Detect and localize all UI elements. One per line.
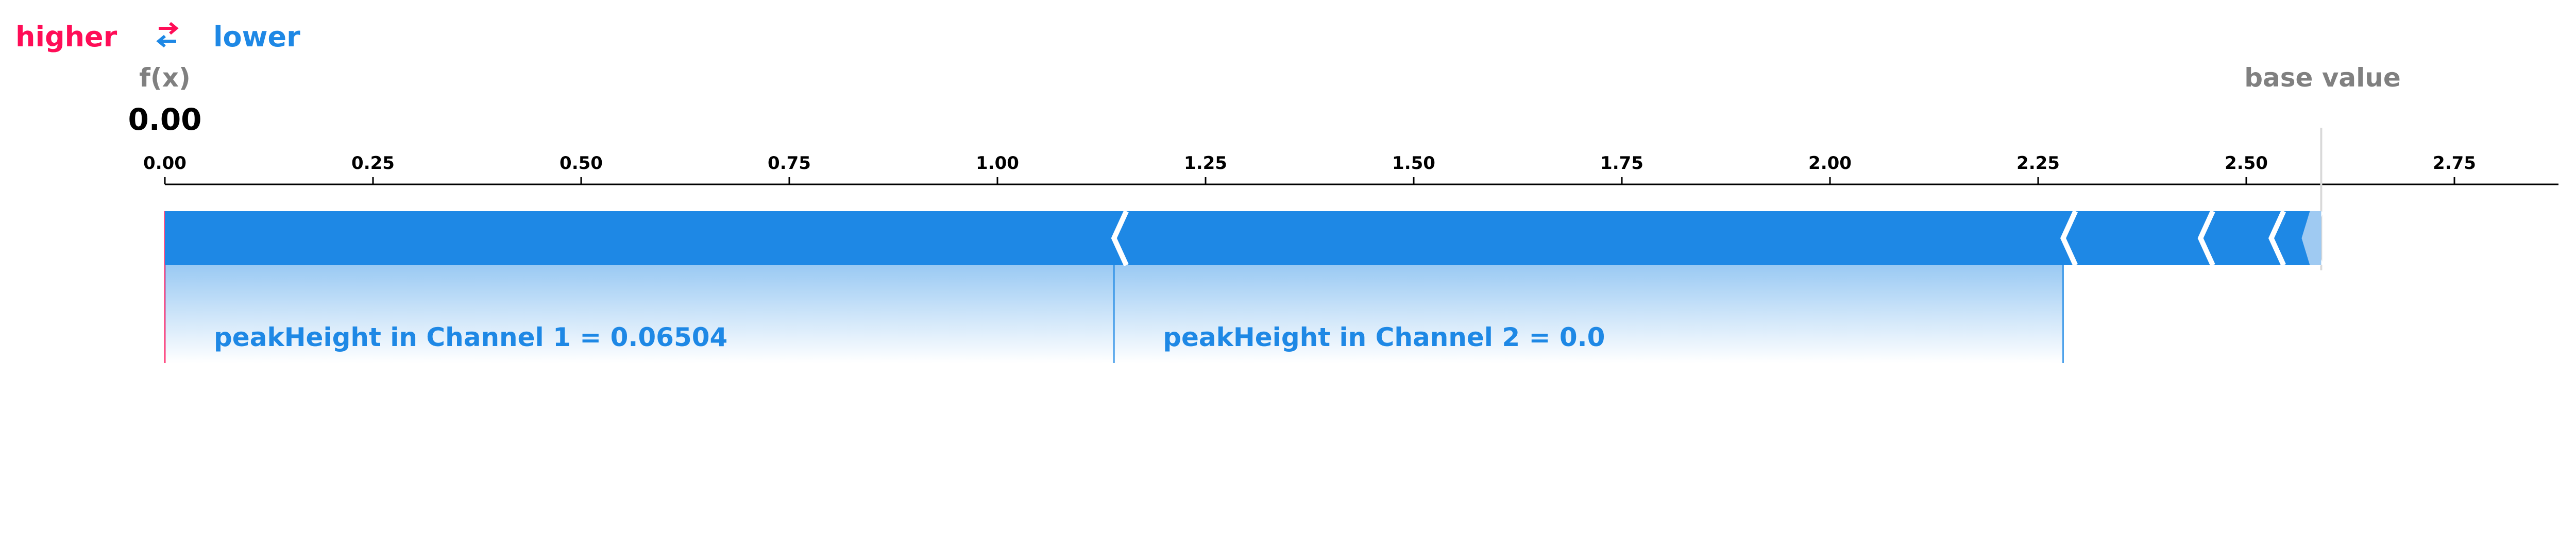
chevron-separator: [1111, 210, 1129, 267]
feature-label: peakHeight in Channel 2 = 0.0: [1163, 322, 1605, 352]
fx-value: 0.00: [128, 102, 201, 137]
force-bar: [2063, 211, 2213, 265]
x-axis: 0.00 0.25 0.50 0.75 1.00 1.25 1.50 1.75 2.00 2.25…: [143, 128, 2558, 363]
feature-label: peakHeight in Channel 1 = 0.06504: [214, 322, 727, 352]
x-tick-label: 0.50: [560, 153, 603, 174]
force-bar: [165, 211, 1127, 265]
chevron-separator: [2197, 210, 2215, 267]
x-tick-label: 0.75: [768, 153, 811, 174]
legend-higher-label: higher: [15, 21, 117, 53]
chevron-separator: [2268, 210, 2286, 267]
x-tick-label: 1.25: [1184, 153, 1227, 174]
x-tick-label: 1.75: [1600, 153, 1643, 174]
x-tick-label: 1.00: [976, 153, 1019, 174]
fx-label: f(x): [139, 63, 191, 93]
x-tick-label: 2.75: [2433, 153, 2476, 174]
x-tick-label: 1.50: [1392, 153, 1435, 174]
x-tick-label: 2.00: [1808, 153, 1852, 174]
force-bar-tail: [2301, 211, 2321, 265]
base-value-label: base value: [2244, 63, 2401, 93]
force-bars: [165, 210, 2324, 267]
force-bar: [2200, 211, 2284, 265]
force-bar: [1114, 211, 2076, 265]
x-tick-label: 0.25: [351, 153, 395, 174]
effect-region: [165, 265, 1114, 363]
x-tick-label: 2.25: [2016, 153, 2060, 174]
swap-arrows-icon: [156, 22, 179, 48]
effect-region: [1114, 265, 2063, 363]
x-tick-label: 0.00: [143, 153, 187, 174]
effects: [165, 265, 2064, 363]
chevron-separator: [2060, 210, 2078, 267]
x-tick-label: 2.50: [2225, 153, 2268, 174]
legend-lower-label: lower: [213, 21, 300, 53]
feature-labels: peakHeight in Channel 1 = 0.06504 peakHei…: [214, 322, 1605, 352]
